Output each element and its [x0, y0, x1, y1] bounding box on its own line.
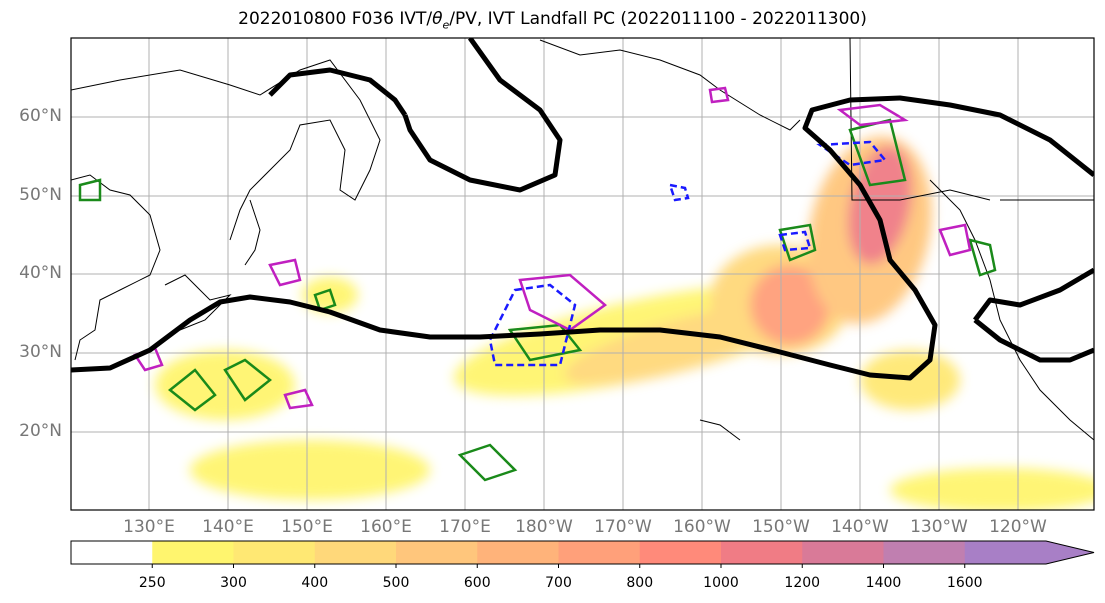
pv-contour-6: [778, 223, 817, 262]
ivt-se-band: [890, 468, 1094, 510]
ivt-south-band: [190, 440, 430, 500]
ivt-contour-east-1: [973, 267, 1094, 322]
pv-contour-2: [223, 358, 273, 402]
theta-e-contour-1: [268, 258, 302, 287]
colorbar-swatch: [233, 541, 316, 564]
blue-dashed-contours: [488, 140, 888, 367]
lon-label: 180°W: [515, 517, 573, 537]
ivt-west-blob: [155, 350, 295, 420]
coast-west-na: [929, 179, 1094, 441]
pv-contour-9: [78, 178, 102, 202]
colorbar-swatch: [477, 541, 559, 564]
lon-label: 170°E: [439, 517, 491, 537]
colorbar-tick-label: 1000: [703, 575, 739, 591]
coast-japan: [164, 274, 232, 331]
colorbar-swatch: [964, 541, 1047, 564]
colorbar-tick-label: 1200: [784, 575, 821, 591]
lon-label: 140°E: [202, 517, 254, 537]
colorbar-tick-label: 500: [382, 575, 410, 591]
lon-label: 150°W: [752, 517, 810, 537]
pv-contour-8: [968, 238, 997, 277]
ivt-small-blob: [302, 277, 358, 313]
coastlines: [71, 38, 1094, 441]
colorbar-swatch: [396, 541, 478, 564]
title-theta: θ: [432, 9, 443, 29]
colorbar-tick-label: 1400: [865, 575, 902, 591]
ivt-contour-main: [71, 95, 1094, 381]
theta-e-contour-5: [708, 86, 730, 104]
ivt-contour-east-2: [973, 318, 1094, 363]
ivt-core-north-inner: [848, 145, 912, 265]
colorbar-tick-label: 1600: [946, 575, 983, 591]
colorbar-tick-label: 700: [545, 575, 572, 591]
ivt-landfall-contours: [71, 38, 1094, 381]
theta-e-contour-2: [518, 273, 608, 332]
ivt-contour-north-loop: [402, 38, 563, 193]
title-prefix: 2022010800 F036 IVT/: [238, 9, 433, 29]
lat-label: 50°N: [19, 185, 62, 205]
title-suffix: /PV, IVT Landfall PC (2022011100 - 20220…: [449, 9, 867, 29]
theta-e-contour-3: [938, 223, 972, 257]
theta-e-contour-6: [283, 388, 314, 410]
lon-label: 120°W: [989, 517, 1047, 537]
lon-label: 160°W: [673, 517, 731, 537]
blue-contour-3: [778, 230, 812, 252]
coast-sakhalin: [244, 199, 261, 266]
title-theta-subscript: e: [442, 18, 450, 32]
colorbar-swatch: [639, 541, 722, 564]
ivt-core-east-inner: [750, 265, 830, 345]
lon-label: 130°W: [910, 517, 968, 537]
theta-e-contours: [133, 86, 972, 410]
lat-label: 30°N: [19, 342, 62, 362]
map-layers: [71, 38, 1094, 510]
colorbar-swatch: [314, 541, 397, 564]
map-title: 2022010800 F036 IVT/θe/PV, IVT Landfall …: [0, 9, 1105, 31]
blue-contour-2: [816, 140, 888, 167]
lat-label: 60°N: [19, 106, 62, 126]
colorbar-swatch: [152, 541, 234, 564]
colorbar-outline: [70, 540, 1095, 565]
map-frame: [70, 37, 1095, 511]
colorbar-tick-label: 250: [138, 575, 166, 591]
graticule: [71, 38, 1094, 510]
lon-label: 160°E: [360, 517, 412, 537]
blue-contour-4: [668, 183, 690, 202]
lon-label: 170°W: [594, 517, 652, 537]
colorbar-tick-label: 800: [626, 575, 654, 591]
colorbar: [70, 540, 1095, 568]
colorbar-tick-label: 400: [301, 575, 329, 591]
colorbar-swatch: [802, 541, 884, 564]
colorbar-swatch: [71, 541, 153, 564]
pv-contour-3: [313, 288, 337, 312]
colorbar-swatch: [721, 541, 803, 564]
coast-asia: [71, 174, 161, 361]
lon-label: 150°E: [281, 517, 333, 537]
pv-contour-4: [457, 443, 518, 482]
coast-alaska: [539, 39, 801, 131]
blue-contour-1: [488, 283, 577, 367]
colorbar-tick-label: 300: [220, 575, 247, 591]
coast-siberia: [71, 59, 381, 241]
lon-label: 140°W: [831, 517, 889, 537]
colorbar-swatch: [558, 541, 641, 564]
ivt-contour-north-west: [268, 67, 408, 117]
pv-contour-5: [507, 323, 583, 362]
coast-islands: [699, 419, 741, 441]
lon-label: 130°E: [123, 517, 175, 537]
theta-e-contour-4: [836, 103, 909, 127]
colorbar-swatch: [883, 541, 966, 564]
lat-label: 20°N: [19, 421, 62, 441]
colorbar-extend-arrow: [1046, 541, 1094, 564]
pv-contour-1: [167, 368, 217, 412]
lat-label: 40°N: [19, 263, 62, 283]
colorbar-tick-label: 600: [463, 575, 491, 591]
border-canada: [849, 38, 991, 201]
